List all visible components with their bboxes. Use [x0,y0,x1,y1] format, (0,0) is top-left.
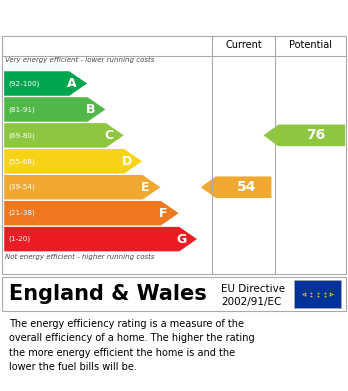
Text: (1-20): (1-20) [8,236,31,242]
Text: (69-80): (69-80) [8,132,35,139]
Text: (92-100): (92-100) [8,80,40,87]
Text: 2002/91/EC: 2002/91/EC [221,297,281,307]
Text: (55-68): (55-68) [8,158,35,165]
Polygon shape [4,175,160,199]
Text: Not energy efficient - higher running costs: Not energy efficient - higher running co… [5,254,155,260]
Text: England & Wales: England & Wales [9,284,206,304]
Text: A: A [67,77,77,90]
Text: 54: 54 [237,180,257,194]
Polygon shape [4,123,124,148]
Bar [294,280,341,308]
Text: Current: Current [225,40,262,50]
Text: F: F [159,207,168,220]
Text: C: C [104,129,113,142]
Text: (81-91): (81-91) [8,106,35,113]
Polygon shape [4,201,179,226]
Text: E: E [141,181,150,194]
Text: (39-54): (39-54) [8,184,35,190]
Polygon shape [201,176,271,198]
Polygon shape [263,125,345,146]
Text: D: D [122,155,132,168]
Text: G: G [177,233,187,246]
Text: Potential: Potential [289,40,332,50]
Text: 76: 76 [306,128,325,142]
Polygon shape [4,227,197,251]
Polygon shape [4,97,105,122]
Text: B: B [86,103,95,116]
Text: Energy Efficiency Rating: Energy Efficiency Rating [9,11,230,26]
Text: (21-38): (21-38) [8,210,35,217]
Text: The energy efficiency rating is a measure of the
overall efficiency of a home. T: The energy efficiency rating is a measur… [9,319,254,372]
Polygon shape [4,71,87,96]
Text: EU Directive: EU Directive [221,283,285,294]
Polygon shape [4,149,142,174]
Text: Very energy efficient - lower running costs: Very energy efficient - lower running co… [5,57,155,63]
